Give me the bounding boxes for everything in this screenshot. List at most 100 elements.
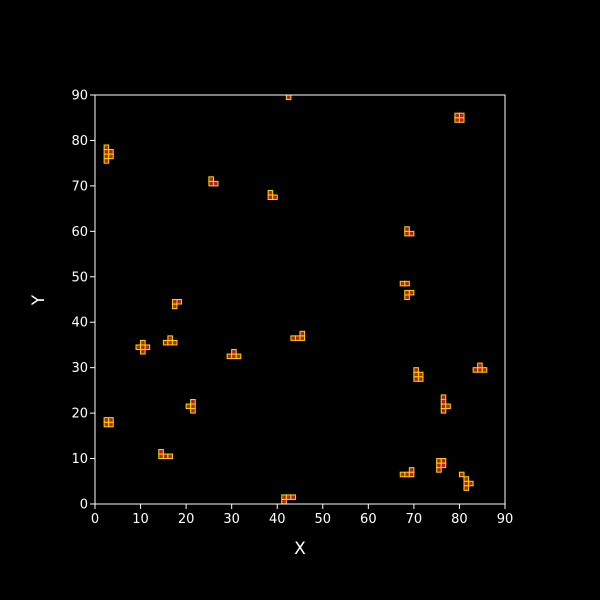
data-cell (436, 467, 442, 473)
data-cell (103, 417, 110, 423)
data-cell (477, 367, 483, 373)
y-axis-label: Y (29, 294, 49, 306)
data-cell (440, 462, 447, 469)
x-tick-label: 60 (360, 512, 377, 527)
data-cell (408, 289, 415, 296)
data-cell (140, 339, 146, 346)
data-cell (413, 371, 419, 378)
data-cell (158, 448, 164, 455)
data-cell (231, 348, 237, 355)
data-cell (108, 149, 114, 155)
data-cell (135, 344, 142, 350)
data-cell (285, 494, 292, 500)
data-cell (481, 367, 488, 373)
data-cell (445, 403, 451, 410)
data-cell (436, 462, 442, 469)
data-cell (399, 471, 406, 478)
data-cell (167, 335, 173, 341)
data-cell (171, 299, 178, 305)
data-cell (167, 453, 173, 460)
x-tick-label: 30 (223, 512, 240, 527)
data-cell (417, 371, 424, 378)
data-cell (103, 421, 110, 428)
data-cell (176, 299, 183, 305)
data-cell (140, 348, 146, 355)
data-cell (404, 471, 410, 478)
y-tick-label: 80 (71, 134, 88, 149)
data-cell (281, 494, 287, 500)
data-cell (103, 144, 110, 151)
data-cell (267, 194, 274, 201)
data-cell (404, 280, 410, 287)
data-cell (408, 230, 415, 237)
data-cell (458, 471, 465, 478)
data-cell (190, 403, 196, 410)
data-cell (103, 153, 110, 160)
y-tick-label: 20 (71, 407, 88, 422)
data-cell (472, 367, 479, 373)
data-cell (235, 353, 242, 360)
data-cell (190, 398, 196, 405)
data-cell (477, 362, 483, 369)
x-axis-ticks: 0 10 20 30 40 50 60 70 80 90 (91, 504, 513, 527)
data-cell (226, 353, 233, 360)
data-cell (212, 180, 219, 187)
data-cell (458, 117, 465, 123)
data-cell (404, 226, 410, 232)
data-cell (468, 480, 474, 487)
y-axis-ticks: 0 10 20 30 40 50 60 70 80 90 (71, 89, 95, 513)
data-cell (108, 421, 114, 428)
y-tick-label: 70 (71, 179, 88, 194)
data-cell (140, 344, 146, 350)
data-cell (404, 294, 410, 301)
data-cell (294, 335, 301, 341)
data-cell (285, 94, 292, 101)
data-cell (440, 458, 447, 464)
data-cell (463, 480, 470, 487)
x-tick-label: 90 (497, 512, 514, 527)
data-cell (417, 376, 424, 382)
data-cell (463, 485, 470, 491)
data-cell (290, 494, 296, 500)
data-cell (171, 339, 178, 346)
data-cell (272, 194, 278, 201)
data-cell (440, 408, 447, 414)
data-cell (103, 158, 110, 164)
data-cell (108, 153, 114, 160)
data-cell (404, 230, 410, 237)
data-cell (440, 403, 447, 410)
data-cell (436, 458, 442, 464)
x-tick-label: 40 (269, 512, 286, 527)
y-tick-label: 10 (71, 452, 88, 467)
plot-frame (94, 94, 506, 505)
data-cell (408, 467, 415, 473)
data-cell (171, 303, 178, 310)
data-cell (413, 367, 419, 373)
y-tick-label: 30 (71, 361, 88, 376)
data-cell (267, 189, 274, 196)
data-cell (103, 149, 110, 155)
x-tick-label: 80 (451, 512, 468, 527)
data-cell (299, 335, 306, 341)
data-cell (162, 453, 169, 460)
x-tick-label: 50 (315, 512, 332, 527)
data-cell (440, 398, 447, 405)
data-cell (167, 339, 173, 346)
data-cell (413, 376, 419, 382)
data-cell (440, 394, 447, 400)
data-cell (454, 112, 460, 119)
x-axis-label: X (294, 539, 306, 559)
data-cell (231, 353, 237, 360)
data-cell (281, 498, 287, 505)
data-cell (185, 403, 192, 410)
data-cell (463, 476, 470, 482)
y-tick-label: 0 (80, 498, 88, 513)
data-cell (108, 417, 114, 423)
y-tick-label: 40 (71, 316, 88, 331)
x-tick-label: 70 (406, 512, 423, 527)
y-tick-label: 60 (71, 225, 88, 240)
data-cell (208, 176, 214, 182)
x-tick-label: 20 (178, 512, 195, 527)
